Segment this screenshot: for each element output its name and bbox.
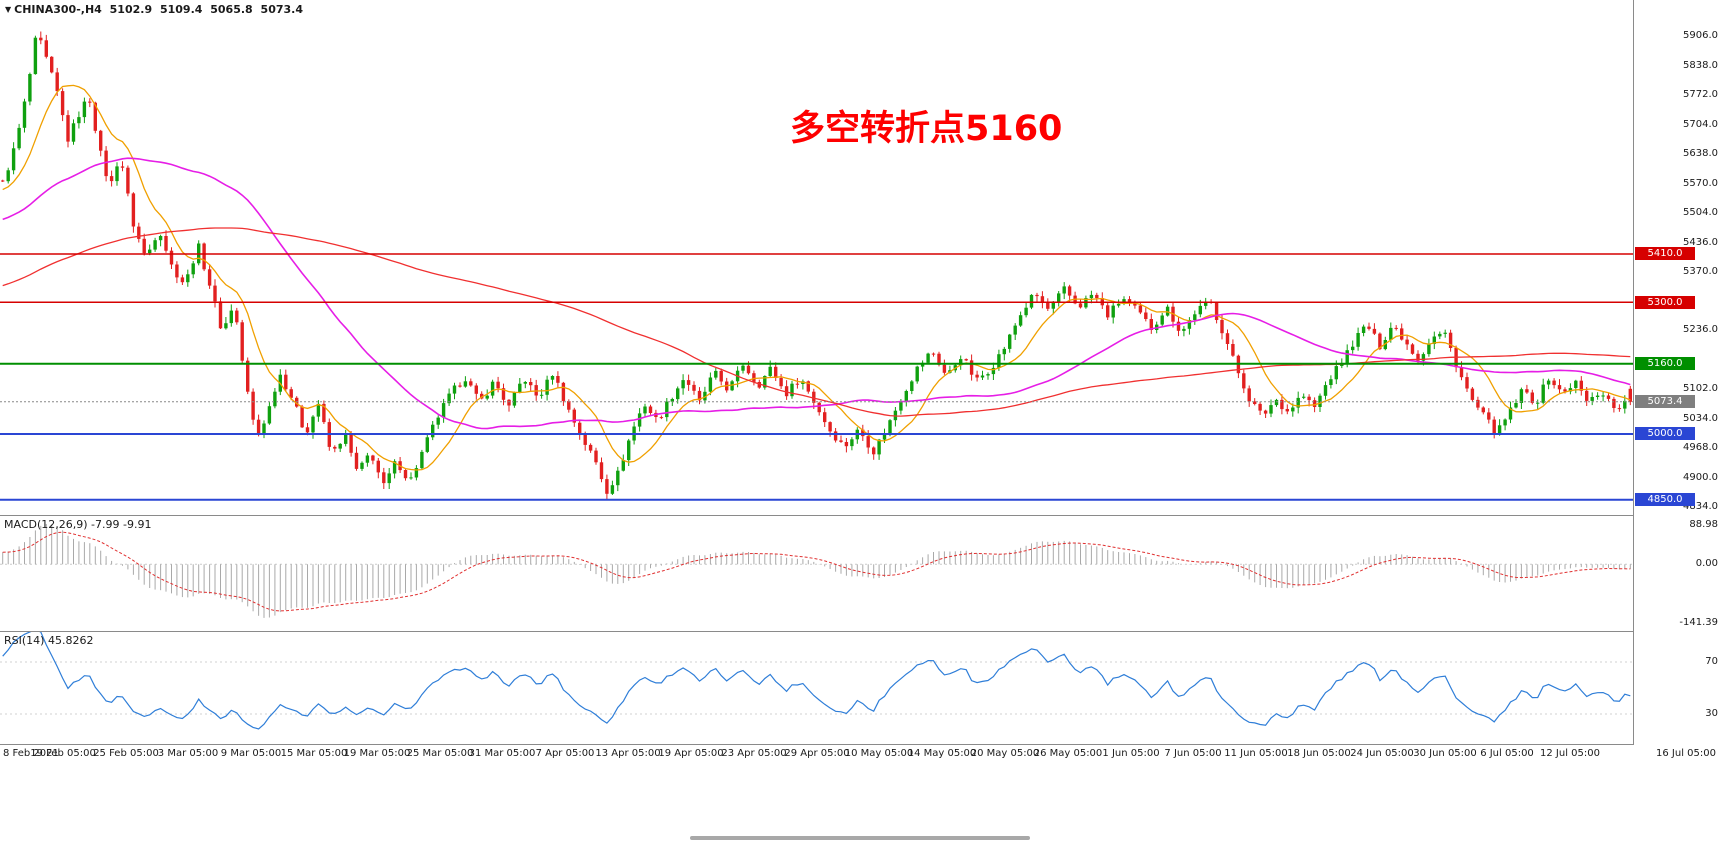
symbol-dropdown-icon[interactable]: ▼ [5, 5, 12, 14]
time-label: 31 Mar 05:00 [468, 748, 536, 759]
rsi-axis-30: 30 [1705, 708, 1718, 719]
time-label: 11 Jun 05:00 [1224, 748, 1288, 759]
time-label: 18 Jun 05:00 [1287, 748, 1351, 759]
time-label: 23 Apr 05:00 [721, 748, 787, 759]
price-tick: 4968.0 [1683, 442, 1718, 454]
price-tick: 5370.0 [1683, 265, 1718, 277]
rsi-label: RSI(14) 45.8262 [4, 634, 93, 647]
annotation-text: 多空转折点5160 [790, 109, 1063, 149]
price-tick: 5102.0 [1683, 383, 1718, 395]
price-badge: 5073.4 [1635, 395, 1695, 409]
price-tick: 5772.0 [1683, 89, 1718, 101]
time-label: 29 Apr 05:00 [784, 748, 850, 759]
price-tick: 5838.0 [1683, 60, 1718, 72]
price-tick: 4900.0 [1683, 471, 1718, 483]
symbol-timeframe-label: CHINA300-,H4 [14, 3, 102, 16]
macd-values: -7.99 -9.91 [91, 518, 152, 531]
time-label: 15 Mar 05:00 [280, 748, 348, 759]
time-label: 26 May 05:00 [1033, 748, 1103, 759]
ohlc-low: 5065.8 [210, 3, 253, 16]
price-tick: 5906.0 [1683, 30, 1718, 42]
rsi-chart[interactable] [0, 632, 1633, 744]
panel-separator[interactable] [0, 515, 1721, 516]
price-tick: 5034.0 [1683, 413, 1718, 425]
price-tick: 5436.0 [1683, 236, 1718, 248]
ohlc-close: 5073.4 [260, 3, 303, 16]
bottom-indicator-bar [690, 836, 1030, 840]
time-label: 19 Mar 05:00 [343, 748, 411, 759]
macd-name: MACD(12,26,9) [4, 518, 88, 531]
rsi-axis-70: 70 [1705, 656, 1718, 667]
price-badge: 5410.0 [1635, 247, 1695, 261]
ohlc-high: 5109.4 [159, 3, 203, 16]
panel-separator[interactable] [0, 631, 1721, 632]
rsi-panel[interactable]: RSI(14) 45.8262 [0, 632, 1633, 744]
time-label: 19 Feb 05:00 [30, 748, 96, 759]
price-badge: 5300.0 [1635, 295, 1695, 309]
candlestick-chart[interactable] [0, 0, 1633, 515]
rsi-value: 45.8262 [47, 634, 94, 647]
time-axis[interactable]: 8 Feb 2021 19 Feb 05:00 25 Feb 05:00 3 Mar … [0, 747, 1721, 767]
price-badge: 5000.0 [1635, 427, 1695, 441]
time-label: 30 Jun 05:00 [1413, 748, 1477, 759]
price-tick: 5504.0 [1683, 206, 1718, 218]
ohlc-open: 5102.9 [109, 3, 153, 16]
price-tick: 5236.0 [1683, 324, 1718, 336]
time-label: 8 Feb 2021 [3, 748, 59, 759]
macd-axis-zero: 0.00 [1695, 558, 1718, 570]
macd-label: MACD(12,26,9) -7.99 -9.91 [4, 518, 151, 531]
time-label: 1 Jun 05:00 [1102, 748, 1160, 759]
price-axis[interactable]: 5906.0 5838.0 5772.0 5704.0 5638.0 5570.0 5504… [1633, 0, 1721, 745]
time-label: 24 Jun 05:00 [1350, 748, 1414, 759]
time-label: 25 Mar 05:00 [406, 748, 474, 759]
macd-axis-min: -141.39 [1679, 617, 1718, 628]
time-label: 9 Mar 05:00 [220, 748, 282, 759]
time-label: 16 Jul 05:00 [1656, 748, 1716, 759]
macd-panel[interactable]: MACD(12,26,9) -7.99 -9.91 [0, 516, 1633, 631]
main-chart-panel[interactable]: ▼ CHINA300-,H4 5102.9 5109.4 5065.8 5073.… [0, 0, 1633, 515]
macd-chart[interactable] [0, 516, 1633, 631]
time-label: 6 Jul 05:00 [1480, 748, 1534, 759]
time-label: 25 Feb 05:00 [93, 748, 159, 759]
price-badge: 5160.0 [1635, 357, 1695, 371]
price-tick: 5704.0 [1683, 118, 1718, 130]
time-label: 19 Apr 05:00 [658, 748, 724, 759]
time-label: 7 Apr 05:00 [535, 748, 595, 759]
macd-axis-max: 88.98 [1689, 519, 1718, 530]
time-label: 7 Jun 05:00 [1164, 748, 1222, 759]
chart-header: ▼ CHINA300-,H4 5102.9 5109.4 5065.8 5073.… [5, 3, 307, 16]
price-tick: 5570.0 [1683, 177, 1718, 189]
time-label: 14 May 05:00 [907, 748, 977, 759]
time-label: 12 Jul 05:00 [1540, 748, 1600, 759]
time-label: 3 Mar 05:00 [157, 748, 219, 759]
time-label: 13 Apr 05:00 [595, 748, 661, 759]
time-label: 20 May 05:00 [970, 748, 1040, 759]
price-badge: 4850.0 [1635, 493, 1695, 507]
price-tick: 4834.0 [1683, 500, 1718, 512]
time-axis-separator [0, 744, 1721, 745]
time-label: 10 May 05:00 [844, 748, 914, 759]
price-tick: 5638.0 [1683, 147, 1718, 159]
rsi-name: RSI(14) [4, 634, 45, 647]
